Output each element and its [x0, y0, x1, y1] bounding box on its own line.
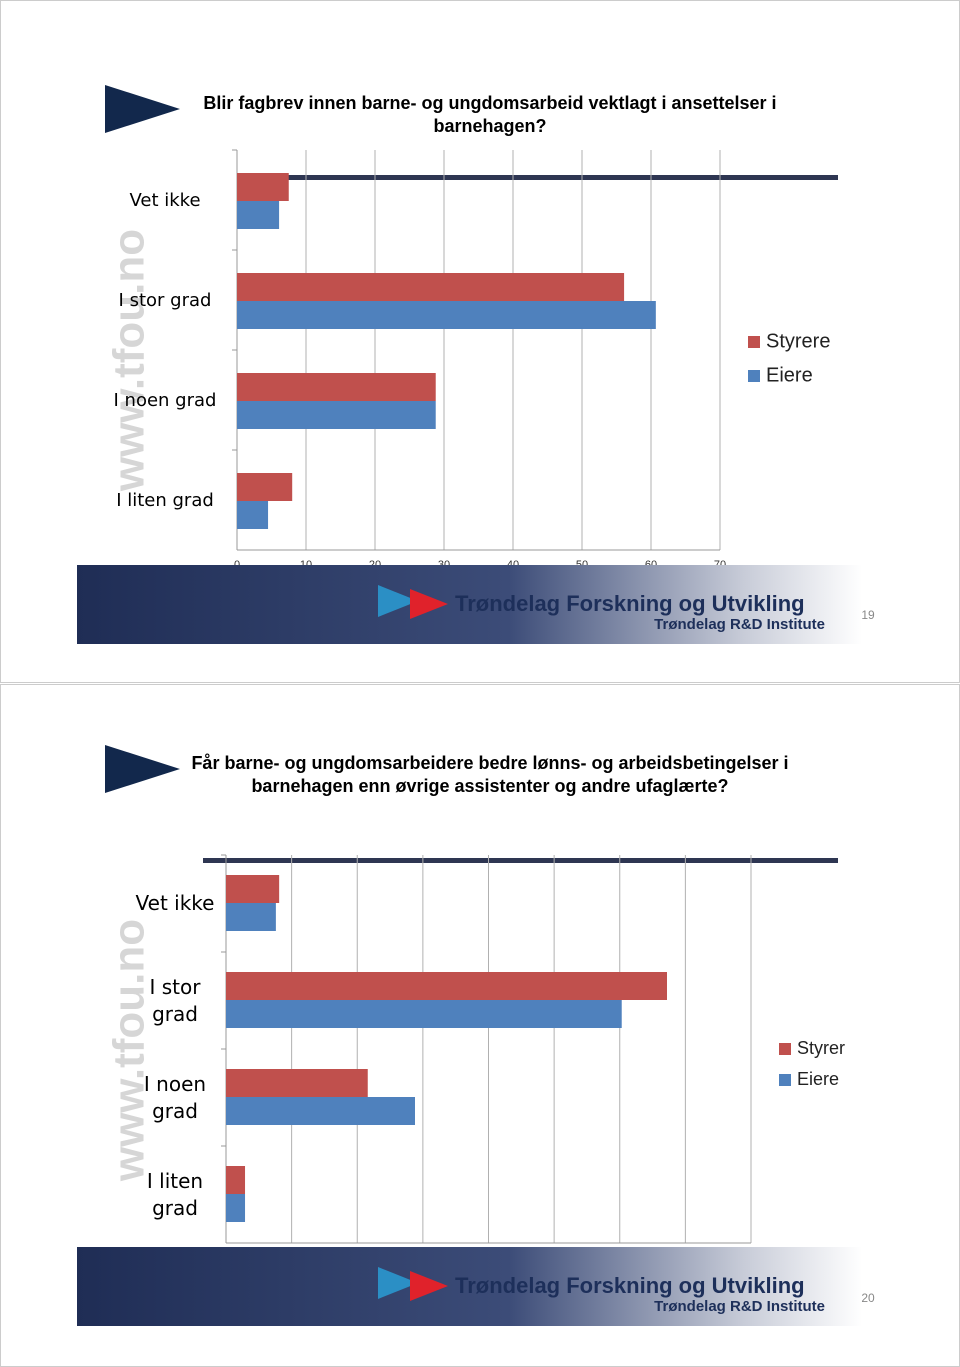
bar	[226, 903, 276, 931]
header-rule	[203, 858, 838, 863]
category-label: I stor grad	[149, 974, 201, 1026]
logo-flag	[378, 1267, 418, 1299]
bar	[226, 1000, 622, 1028]
category-label: Vet ikke	[135, 891, 215, 915]
bar	[237, 501, 269, 529]
bar	[237, 473, 293, 501]
category-label: I liten grad	[146, 1168, 204, 1220]
category-label-box: I stor grad	[149, 974, 201, 1026]
legend-swatch	[779, 1043, 791, 1055]
category-label-box: Vet ikke	[129, 189, 201, 211]
category-label-box: Vet ikke	[135, 891, 215, 915]
logo-name: Trøndelag Forskning og Utvikling	[455, 591, 805, 616]
category-label: I liten grad	[116, 489, 214, 511]
legend-label: Styrer	[797, 1038, 845, 1058]
logo-subtitle: Trøndelag R&D Institute	[654, 616, 825, 633]
chart-title: Blir fagbrev innen barne- og ungdomsarbe…	[203, 93, 777, 136]
watermark: www.tfou.no	[105, 229, 154, 492]
legend-label: Eiere	[797, 1069, 839, 1089]
logo-subtitle: Trøndelag R&D Institute	[654, 1298, 825, 1315]
logo-flag	[410, 1271, 448, 1301]
chart-title-box: Får barne- og ungdomsarbeidere bedre løn…	[191, 753, 789, 796]
category-label-box: I noen grad	[143, 1071, 207, 1123]
bar	[226, 1194, 246, 1222]
category-label-box: I stor grad	[118, 289, 212, 311]
page-number: 20	[861, 1291, 875, 1305]
bar	[226, 1166, 246, 1194]
header-arrow	[105, 85, 180, 133]
bar	[237, 173, 289, 201]
chart-title-box: Blir fagbrev innen barne- og ungdomsarbe…	[203, 93, 777, 136]
bar	[226, 875, 280, 903]
x-tick-label: 0	[234, 559, 240, 571]
logo-flag	[378, 585, 418, 617]
page-number: 19	[861, 608, 875, 622]
chart-title: Får barne- og ungdomsarbeidere bedre løn…	[191, 753, 789, 796]
category-label: I noen grad	[113, 389, 217, 411]
category-label: I stor grad	[118, 289, 212, 311]
header-arrow	[105, 745, 180, 793]
category-label: Vet ikke	[129, 189, 201, 211]
category-label: I noen grad	[143, 1071, 207, 1123]
bar	[237, 373, 436, 401]
bar	[237, 301, 656, 329]
watermark: www.tfou.no	[105, 919, 154, 1182]
legend-swatch	[779, 1074, 791, 1086]
bar	[226, 1097, 415, 1125]
bar	[237, 201, 280, 229]
category-label-box: I liten grad	[146, 1168, 204, 1220]
bar	[237, 273, 625, 301]
bar	[226, 1069, 368, 1097]
banner	[77, 565, 862, 644]
legend-label: Eiere	[766, 364, 813, 386]
bar	[226, 972, 667, 1000]
legend-label: Styrere	[766, 330, 830, 352]
logo-flag	[410, 589, 448, 619]
header-rule	[237, 175, 838, 180]
logo-name: Trøndelag Forskning og Utvikling	[455, 1273, 805, 1298]
legend-swatch	[748, 336, 760, 348]
bar	[237, 401, 436, 429]
banner	[77, 1247, 862, 1326]
legend-swatch	[748, 370, 760, 382]
category-label-box: I liten grad	[116, 489, 214, 511]
category-label-box: I noen grad	[113, 389, 217, 411]
